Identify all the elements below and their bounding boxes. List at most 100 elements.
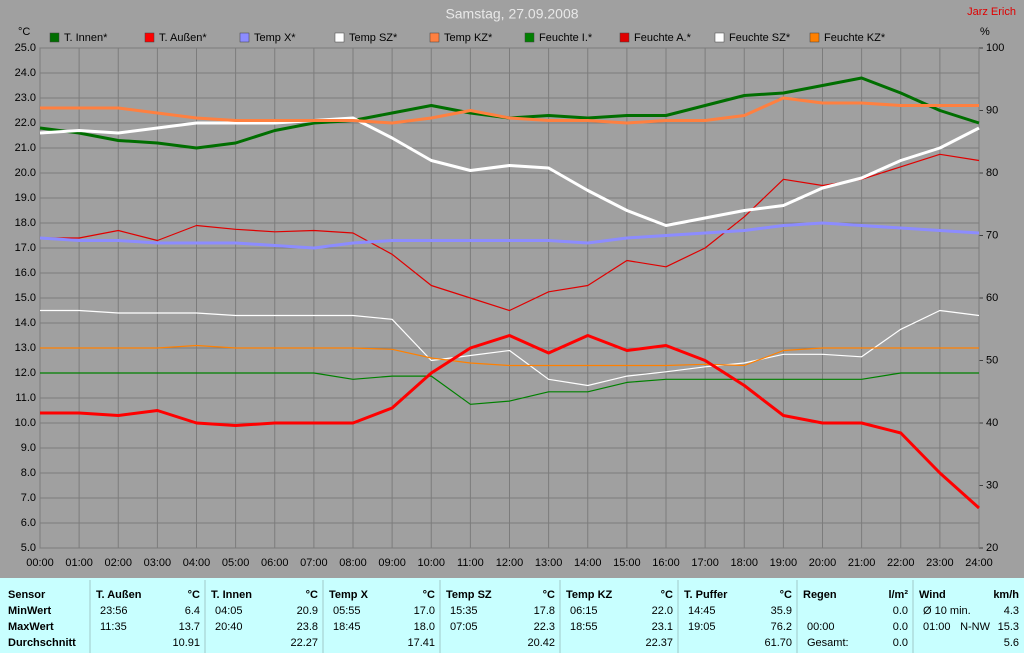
table-cell: 22.0	[652, 605, 673, 617]
column-header: T. Puffer	[684, 589, 728, 601]
column-unit: l/m²	[888, 589, 908, 601]
y-tick-label: 5.0	[21, 542, 36, 554]
summary-table: Sensor MinWert MaxWert Durchschnitt T. Außen…	[0, 578, 1024, 653]
x-tick-label: 14:00	[574, 557, 602, 569]
y-axis-label: °C	[18, 26, 30, 38]
series-line	[40, 372, 979, 405]
y-tick-label: 13.0	[15, 342, 36, 354]
y-tick-label: 25.0	[15, 42, 36, 54]
column-header: Temp X	[329, 589, 369, 601]
table-cell: 10.91	[172, 637, 200, 649]
x-tick-label: 09:00	[378, 557, 406, 569]
x-tick-label: 11:00	[457, 557, 484, 569]
series-line	[40, 153, 980, 312]
x-tick-label: 08:00	[339, 557, 367, 569]
x-tick-label: 22:00	[887, 557, 915, 569]
table-cell: 23.1	[652, 621, 673, 633]
legend-swatch	[49, 32, 60, 43]
series-line	[39, 221, 980, 250]
row-label: MaxWert	[8, 621, 54, 633]
series-line	[40, 309, 980, 387]
legend-swatch	[429, 32, 440, 43]
table-cell: 07:05	[450, 621, 478, 633]
table-cell: 04:05	[215, 605, 243, 617]
series-line	[39, 116, 980, 227]
column-header: Temp KZ	[566, 589, 613, 601]
x-tick-label: 04:00	[183, 557, 211, 569]
column-unit: °C	[780, 589, 792, 601]
x-tick-label: 12:00	[496, 557, 524, 569]
x-tick-label: 20:00	[809, 557, 837, 569]
table-cell: 17.0	[414, 605, 435, 617]
chart-title: Samstag, 27.09.2008	[445, 6, 578, 22]
plot-area: 5.0 6.0 7.0 8.0 9.0 10.0 11.0 12.0 13.0 14.0 15.0 1…	[15, 42, 1005, 569]
y-tick-label: 10.0	[15, 417, 36, 429]
row-label: MinWert	[8, 605, 52, 617]
y-tick-label: 21.0	[15, 142, 36, 154]
x-tick-label: 16:00	[652, 557, 680, 569]
table-background	[0, 578, 1024, 653]
table-cell: 22.3	[534, 621, 555, 633]
table-cell: 22.27	[290, 637, 318, 649]
table-cell: 23.8	[297, 621, 318, 633]
y2-tick-label: 40	[986, 417, 998, 429]
legend-swatch	[809, 32, 820, 43]
table-cell: 00:00	[807, 621, 835, 633]
y-tick-label: 9.0	[21, 442, 36, 454]
x-tick-label: 24:00	[965, 557, 993, 569]
y2-tick-label: 80	[986, 167, 998, 179]
series-line	[40, 344, 979, 367]
legend-label: T. Innen*	[64, 32, 108, 44]
table-cell: 15:35	[450, 605, 478, 617]
column-unit: °C	[661, 589, 673, 601]
x-tick-label: 15:00	[613, 557, 641, 569]
legend-swatch	[524, 32, 535, 43]
x-tick-label: 03:00	[144, 557, 172, 569]
legend-label: Feuchte KZ*	[824, 32, 886, 44]
y-tick-label: 23.0	[15, 92, 36, 104]
y-tick-label: 18.0	[15, 217, 36, 229]
y-tick-label: 12.0	[15, 367, 36, 379]
y2-tick-label: 90	[986, 104, 998, 116]
table-header: Sensor	[8, 589, 46, 601]
legend-swatch	[239, 32, 250, 43]
table-cell: 13.7	[179, 621, 200, 633]
legend: T. Innen* T. Außen* Temp X* Temp SZ* Temp KZ…	[49, 32, 886, 44]
table-cell: 0.0	[893, 605, 908, 617]
table-cell: 06:15	[570, 605, 598, 617]
table-cell: 0.0	[893, 637, 908, 649]
table-cell: 17.41	[407, 637, 435, 649]
y-tick-label: 19.0	[15, 192, 36, 204]
y2-tick-label: 20	[986, 542, 998, 554]
y-tick-label: 15.0	[15, 292, 36, 304]
y2-tick-label: 60	[986, 292, 998, 304]
row-label: Durchschnitt	[8, 637, 76, 649]
x-tick-label: 02:00	[104, 557, 132, 569]
table-cell: 20:40	[215, 621, 243, 633]
author: Jarz Erich	[967, 6, 1016, 18]
y2-tick-label: 50	[986, 354, 998, 366]
y2-tick-label: 70	[986, 229, 998, 241]
x-tick-label: 10:00	[417, 557, 445, 569]
column-unit: °C	[306, 589, 318, 601]
y-tick-label: 24.0	[15, 67, 36, 79]
column-header: Temp SZ	[446, 589, 492, 601]
x-tick-label: 13:00	[535, 557, 563, 569]
table-cell: 15.3	[998, 621, 1019, 633]
y-tick-label: 16.0	[15, 267, 36, 279]
series-line	[40, 96, 979, 125]
table-cell: 20.9	[297, 605, 318, 617]
table-cell: 6.4	[185, 605, 200, 617]
legend-label: Temp X*	[254, 32, 296, 44]
table-cell: 19:05	[688, 621, 716, 633]
x-tick-label: 05:00	[222, 557, 250, 569]
column-unit: km/h	[993, 589, 1019, 601]
x-tick-label: 21:00	[848, 557, 876, 569]
x-tick-label: 00:00	[26, 557, 54, 569]
x-tick-label: 19:00	[770, 557, 798, 569]
y-tick-label: 8.0	[21, 467, 36, 479]
x-tick-label: 23:00	[926, 557, 954, 569]
legend-label: Temp SZ*	[349, 32, 398, 44]
legend-swatch	[144, 32, 155, 43]
